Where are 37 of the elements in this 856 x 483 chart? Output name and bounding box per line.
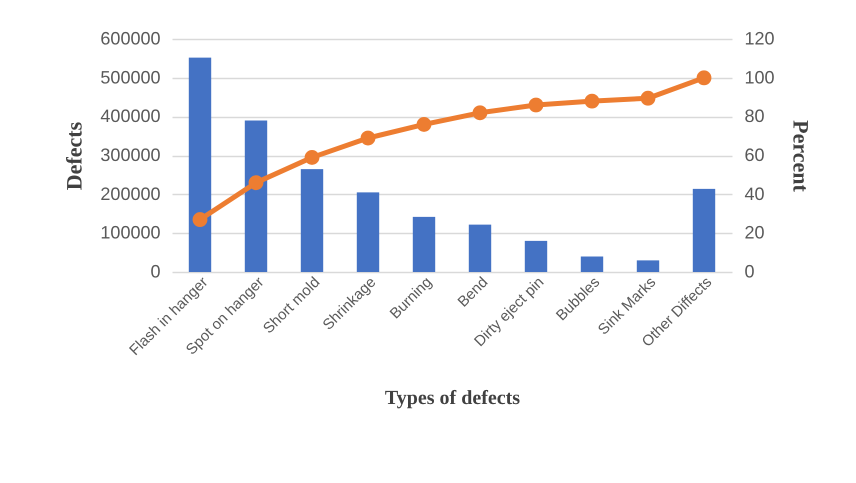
y-tick-label: 0 [150, 262, 160, 282]
bar [580, 256, 604, 272]
bar [692, 188, 716, 272]
bar [300, 169, 324, 272]
y-tick-label: 400000 [100, 106, 160, 126]
bar [188, 58, 212, 272]
bar [356, 192, 380, 272]
point [472, 105, 488, 120]
y-tick-label: 200000 [100, 184, 160, 204]
y-tick-label: 600000 [100, 28, 160, 48]
bar [412, 216, 436, 272]
y-axis-title: Defects [61, 121, 86, 190]
y-tick-label: 100000 [100, 222, 160, 243]
x-axis-title: Types of defects [384, 387, 520, 410]
bar [636, 260, 660, 272]
y-tick-label: 300000 [100, 145, 160, 165]
point [640, 90, 656, 106]
point [360, 130, 376, 146]
y2-tick-label: 100 [744, 67, 775, 88]
bar [524, 240, 548, 272]
point [192, 212, 208, 227]
y2-tick-label: 60 [744, 145, 765, 165]
point [304, 150, 320, 165]
bar [244, 120, 268, 272]
y2-tick-label: 120 [744, 28, 775, 48]
point [248, 175, 264, 190]
bar [468, 224, 492, 272]
y2-axis-title: Percent [788, 120, 814, 192]
y2-tick-label: 20 [744, 222, 765, 243]
point [696, 70, 712, 86]
point [584, 94, 600, 109]
y2-tick-label: 0 [744, 262, 755, 282]
point [416, 117, 432, 132]
y2-tick-label: 40 [744, 184, 765, 204]
y-tick-label: 500000 [100, 67, 160, 88]
point [528, 98, 544, 112]
y2-tick-label: 80 [744, 106, 765, 126]
